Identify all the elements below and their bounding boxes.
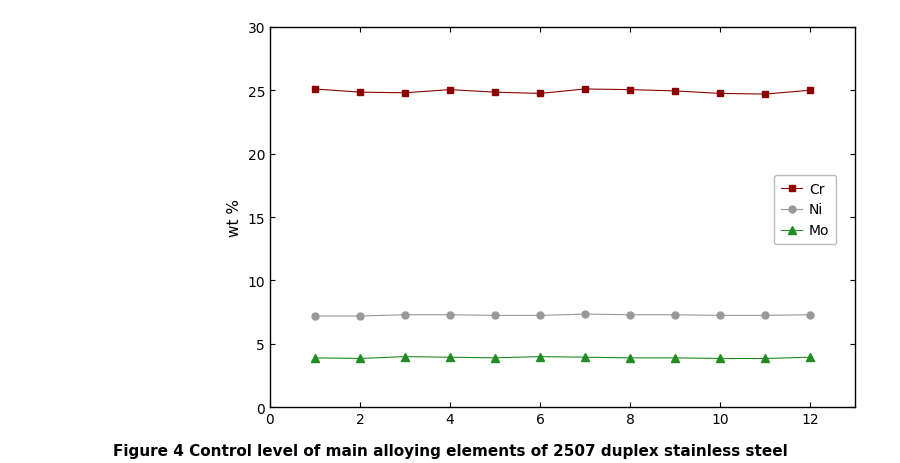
- Cr: [400, 91, 410, 96]
- Legend: Cr, Ni, Mo: Cr, Ni, Mo: [774, 175, 836, 245]
- Cr: [760, 92, 770, 98]
- Cr: [670, 89, 680, 94]
- Cr: [490, 90, 500, 96]
- Cr: [445, 88, 455, 93]
- Cr: [715, 92, 725, 97]
- Cr: [805, 88, 815, 94]
- Y-axis label: wt %: wt %: [227, 199, 242, 237]
- Line: Cr: Cr: [311, 86, 814, 98]
- Ni: [535, 313, 545, 319]
- Ni: [670, 312, 680, 318]
- Line: Mo: Mo: [310, 353, 814, 363]
- Mo: [535, 354, 545, 360]
- Ni: [715, 313, 725, 319]
- Mo: [355, 356, 365, 362]
- Mo: [490, 355, 500, 361]
- Ni: [805, 312, 815, 318]
- Ni: [310, 313, 320, 319]
- Ni: [490, 313, 500, 319]
- Mo: [670, 355, 680, 361]
- Ni: [760, 313, 770, 319]
- Cr: [580, 87, 590, 93]
- Ni: [580, 312, 590, 317]
- Mo: [580, 355, 590, 360]
- Cr: [625, 88, 635, 93]
- Mo: [805, 355, 815, 360]
- Text: Figure 4 Control level of main alloying elements of 2507 duplex stainless steel: Figure 4 Control level of main alloying …: [112, 444, 788, 458]
- Ni: [445, 312, 455, 318]
- Line: Ni: Ni: [311, 311, 814, 320]
- Cr: [535, 92, 545, 97]
- Mo: [760, 356, 770, 362]
- Mo: [625, 355, 635, 361]
- Mo: [715, 356, 725, 362]
- Mo: [400, 354, 410, 360]
- Ni: [625, 312, 635, 318]
- Mo: [310, 355, 320, 361]
- Ni: [355, 313, 365, 319]
- Mo: [445, 355, 455, 360]
- Cr: [310, 87, 320, 93]
- Ni: [400, 312, 410, 318]
- Cr: [355, 90, 365, 96]
